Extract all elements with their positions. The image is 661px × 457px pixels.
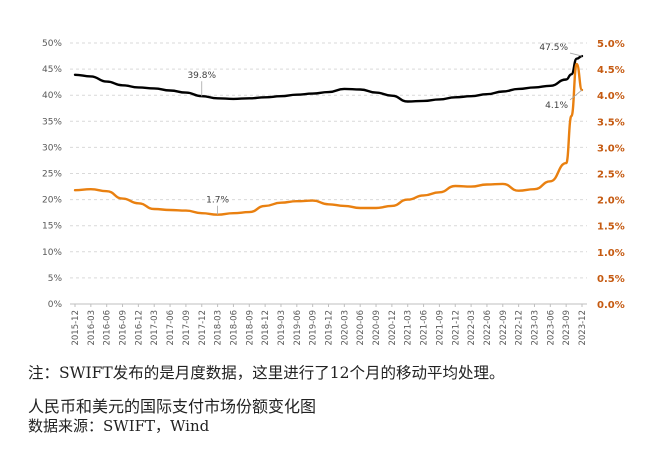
series-line-right-axis	[73, 62, 584, 216]
x-tick-label: 2023-06	[546, 310, 556, 346]
data-label: 4.1%	[545, 101, 568, 111]
annotation-leader	[569, 52, 583, 57]
x-tick-label: 2017-03	[150, 310, 160, 346]
x-tick-label: 2016-12	[134, 310, 144, 346]
x-tick-label: 2022-12	[515, 310, 525, 346]
x-tick-label: 2019-12	[325, 310, 335, 346]
x-tick-label: 2015-12	[71, 310, 81, 346]
x-tick-label: 2021-06	[420, 310, 430, 346]
right-tick-label: 1.0%	[597, 248, 625, 259]
x-tick-label: 2016-06	[103, 310, 113, 346]
left-tick-label: 0%	[48, 300, 63, 310]
right-tick-label: 3.5%	[597, 117, 625, 128]
right-tick-label: 2.0%	[597, 196, 625, 207]
annotation-leader	[569, 89, 583, 101]
x-tick-label: 2021-12	[451, 310, 461, 346]
data-label: 47.5%	[539, 43, 568, 53]
data-annotations: 39.8% 1.7% 47.5% 4.1%	[187, 43, 583, 215]
x-tick-label: 2022-09	[499, 310, 509, 346]
right-tick-label: 0.0%	[597, 300, 625, 311]
x-tick-label: 2023-09	[562, 310, 572, 346]
left-tick-label: 25%	[42, 170, 62, 180]
chart-title: 人民币和美元的国际支付市场份额变化图	[28, 397, 317, 416]
x-tick-label: 2023-12	[578, 310, 588, 346]
right-tick-label: 4.0%	[597, 91, 625, 102]
series-line-left-axis	[73, 54, 584, 103]
right-tick-label: 2.5%	[597, 170, 625, 181]
x-tick-label: 2022-03	[467, 310, 477, 346]
left-tick-label: 45%	[42, 65, 62, 75]
left-tick-label: 40%	[42, 91, 62, 101]
data-label: 1.7%	[206, 196, 229, 206]
left-tick-label: 10%	[42, 248, 62, 258]
x-tick-label: 2020-06	[356, 310, 366, 346]
data-label: 39.8%	[187, 71, 216, 81]
x-tick-label: 2017-12	[198, 310, 208, 346]
right-tick-label: 4.5%	[597, 65, 625, 76]
x-tick-label: 2023-03	[530, 310, 540, 346]
x-tick-label: 2016-03	[87, 310, 97, 346]
x-tick-label: 2019-06	[293, 310, 303, 346]
left-axis-tick-labels: 0% 5% 10% 15% 20% 25% 30% 35% 40% 45% 50%	[42, 39, 62, 310]
x-tick-label: 2019-03	[277, 310, 287, 346]
chart-source: 数据来源：SWIFT，Wind	[28, 417, 210, 435]
x-tick-label: 2017-06	[166, 310, 176, 346]
x-tick-label: 2021-09	[435, 310, 445, 346]
right-tick-label: 3.0%	[597, 143, 625, 154]
dual-axis-line-chart: 0% 5% 10% 15% 20% 25% 30% 35% 40% 45% 50% 0.0% 0.5%…	[42, 39, 625, 346]
x-tick-label: 2020-12	[388, 310, 398, 346]
x-tick-label: 2016-09	[119, 310, 129, 346]
gridlines	[70, 42, 587, 305]
series-lines	[73, 54, 584, 216]
chart-note: 注：SWIFT发布的是月度数据，这里进行了12个月的移动平均处理。	[28, 364, 505, 382]
right-axis-tick-labels: 0.0% 0.5% 1.0% 1.5% 2.0% 2.5% 3.0% 3.5% 4.0% 4.5%…	[597, 39, 625, 311]
left-tick-label: 30%	[42, 143, 62, 153]
x-tick-label: 2021-03	[404, 310, 414, 346]
x-tick-label: 2020-09	[372, 310, 382, 346]
left-tick-label: 5%	[48, 274, 63, 284]
x-tick-label: 2018-09	[245, 310, 255, 346]
x-tick-label: 2018-06	[229, 310, 239, 346]
left-tick-label: 15%	[42, 222, 62, 232]
left-tick-label: 20%	[42, 196, 62, 206]
left-tick-label: 35%	[42, 117, 62, 127]
right-tick-label: 0.5%	[597, 274, 625, 285]
x-tick-label: 2017-09	[182, 310, 192, 346]
x-tick-label: 2022-06	[483, 310, 493, 346]
x-tick-label: 2018-12	[261, 310, 271, 346]
x-tick-label: 2020-03	[340, 310, 350, 346]
x-tick-label: 2018-03	[214, 310, 224, 346]
x-tick-label: 2019-09	[309, 310, 319, 346]
x-axis-tick-labels: 2015-12 2016-03 2016-06 2016-09 2016-12 2017-…	[71, 304, 588, 346]
right-tick-label: 5.0%	[597, 39, 625, 50]
right-tick-label: 1.5%	[597, 222, 625, 233]
left-tick-label: 50%	[42, 39, 62, 49]
